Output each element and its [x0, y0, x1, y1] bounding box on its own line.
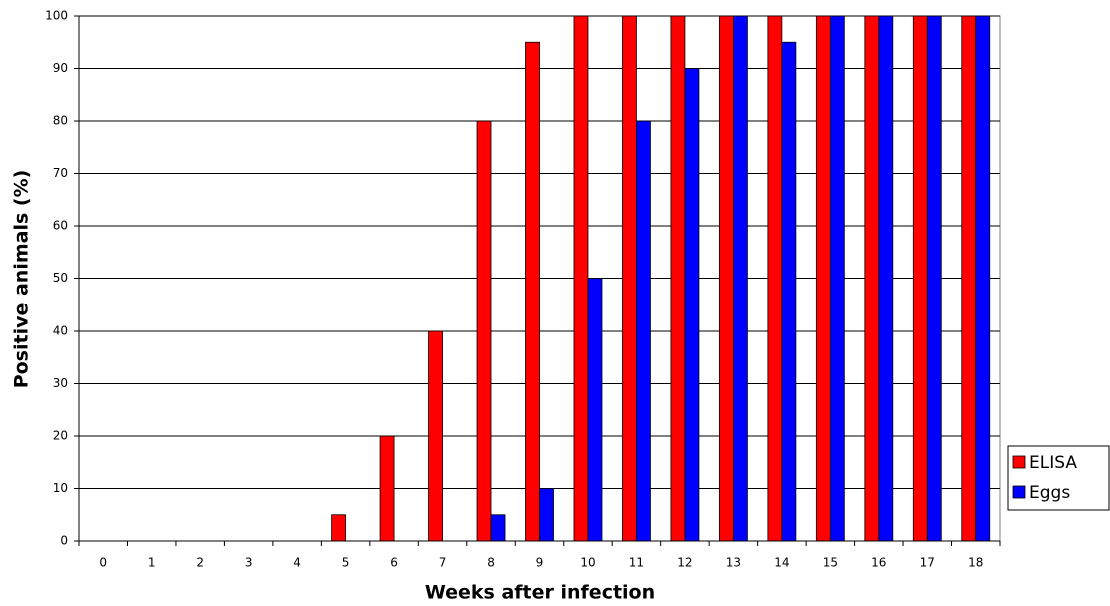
y-axis-title: Positive animals (%): [11, 170, 33, 389]
y-tick-label: 80: [53, 114, 68, 128]
bar: [718, 15, 734, 542]
bar: [331, 514, 347, 542]
bar: [684, 68, 700, 542]
bar: [636, 120, 651, 542]
bar: [670, 15, 686, 542]
x-tick-label: 15: [823, 556, 838, 570]
bar: [573, 15, 589, 542]
bar: [912, 15, 928, 542]
x-tick-label: 12: [677, 556, 692, 570]
y-tick-label: 100: [45, 9, 68, 23]
x-axis-title: Weeks after infection: [425, 582, 655, 604]
bar: [829, 15, 845, 542]
bar: [525, 41, 540, 542]
bar: [878, 15, 894, 542]
y-tick-label: 20: [53, 429, 68, 443]
bar: [428, 330, 443, 542]
bar: [961, 15, 977, 542]
bar: [476, 120, 492, 542]
y-tick-label: 60: [53, 219, 68, 233]
x-tick-label: 18: [968, 556, 983, 570]
bar: [975, 15, 991, 542]
y-tick-label: 40: [53, 324, 68, 338]
bar: [864, 15, 880, 542]
legend-label: ELISA: [1029, 453, 1077, 473]
bar: [781, 41, 797, 542]
x-tick-label: 13: [726, 556, 741, 570]
x-tick-label: 2: [196, 556, 204, 570]
x-tick-label: 5: [342, 556, 350, 570]
x-tick-label: 3: [245, 556, 253, 570]
legend-label: Eggs: [1029, 483, 1070, 503]
legend-swatch: [1012, 485, 1026, 499]
x-tick-label: 10: [580, 556, 595, 570]
y-tick-label: 90: [53, 61, 68, 75]
x-tick-label: 6: [390, 556, 398, 570]
bar: [767, 15, 783, 542]
y-tick-label: 30: [53, 376, 68, 390]
bar: [539, 488, 554, 542]
x-tick-label: 9: [536, 556, 544, 570]
x-tick-label: 16: [871, 556, 886, 570]
y-tick-label: 70: [53, 166, 68, 180]
y-tick-label: 0: [60, 534, 68, 548]
bar: [379, 435, 395, 542]
x-tick-label: 17: [920, 556, 935, 570]
bar: [622, 15, 637, 542]
bar: [926, 15, 942, 542]
bar: [490, 514, 506, 542]
x-tick-label: 4: [293, 556, 301, 570]
x-tick-label: 0: [99, 556, 107, 570]
x-tick-label: 14: [774, 556, 789, 570]
x-tick-label: 1: [148, 556, 156, 570]
x-tick-label: 8: [487, 556, 495, 570]
bar: [732, 15, 748, 542]
y-tick-label: 50: [53, 271, 68, 285]
bar: [587, 278, 603, 542]
y-tick-label: 10: [53, 481, 68, 495]
x-tick-label: 11: [629, 556, 644, 570]
bar: [815, 15, 831, 542]
legend-swatch: [1012, 455, 1026, 469]
x-tick-label: 7: [439, 556, 447, 570]
